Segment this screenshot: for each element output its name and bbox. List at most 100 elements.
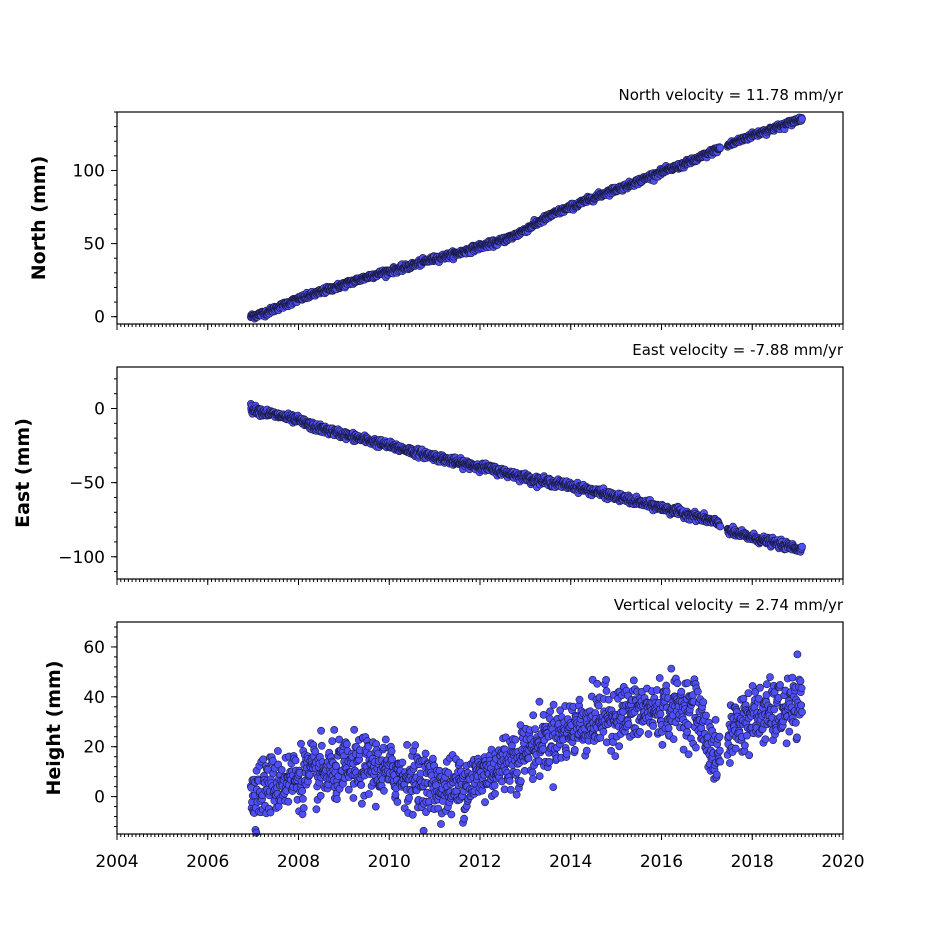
data-point [298, 795, 307, 803]
data-point [524, 754, 533, 763]
x-tick-label: 2020 [821, 852, 864, 872]
data-point [513, 768, 521, 777]
data-point [593, 679, 602, 688]
y-axis-label: Height (mm) [43, 660, 65, 795]
data-point [658, 741, 667, 749]
velocity-title: Vertical velocity = 2.74 mm/yr [614, 596, 844, 614]
data-point [545, 758, 554, 766]
data-point [528, 768, 537, 777]
data-point [756, 683, 764, 692]
data-point [398, 758, 407, 767]
data-point [298, 810, 307, 819]
data-point [549, 700, 558, 709]
data-point [273, 747, 282, 755]
velocity-title: North velocity = 11.78 mm/yr [619, 86, 844, 104]
data-point [332, 795, 341, 803]
x-tick-label: 2016 [640, 852, 683, 872]
velocity-title: East velocity = -7.88 mm/yr [632, 341, 844, 359]
data-point [798, 115, 806, 123]
y-tick-label: 40 [83, 688, 105, 708]
data-point [546, 707, 554, 716]
data-point [644, 730, 653, 738]
data-point [317, 726, 325, 735]
data-point [636, 728, 644, 736]
y-tick-label: 0 [94, 308, 105, 328]
data-point [284, 797, 293, 806]
y-tick-label: 0 [94, 400, 105, 420]
data-point [317, 741, 326, 750]
data-point [298, 787, 307, 795]
data-point [528, 775, 537, 783]
data-point [481, 798, 489, 807]
data-point [656, 710, 665, 718]
data-point [437, 820, 445, 828]
data-point [535, 697, 544, 706]
data-point [791, 718, 800, 727]
data-points [246, 650, 806, 837]
data-point [766, 673, 774, 681]
data-point [615, 742, 624, 751]
data-point [364, 790, 373, 798]
panel-2: 0 −50 −100 East velocity = -7.88 mm/yr East … [12, 341, 844, 585]
data-point [411, 741, 420, 750]
data-point [535, 772, 544, 780]
data-point [549, 783, 558, 791]
data-point [299, 804, 308, 812]
data-point [575, 695, 584, 704]
data-point [797, 701, 806, 710]
data-point [788, 673, 797, 682]
data-point [421, 749, 430, 758]
data-point [562, 750, 571, 758]
data-point [655, 674, 664, 682]
data-point [357, 799, 366, 808]
x-tick-label: 2006 [186, 852, 229, 872]
data-point [761, 735, 770, 744]
data-point [796, 677, 805, 685]
data-points [246, 399, 806, 556]
data-point [387, 747, 396, 756]
x-tick-label: 2004 [95, 852, 138, 872]
data-point [529, 711, 538, 720]
y-tick-label: −100 [58, 548, 105, 568]
y-tick-label: 50 [83, 235, 105, 255]
data-point [570, 746, 579, 754]
data-point [797, 684, 806, 693]
x-tick-label: 2010 [368, 852, 411, 872]
data-point [743, 731, 751, 740]
data-point [782, 739, 791, 748]
data-point [602, 687, 611, 695]
data-point [716, 143, 725, 152]
data-point [305, 770, 314, 779]
data-point [506, 785, 515, 794]
data-point [667, 664, 676, 673]
y-tick-label: 60 [83, 638, 105, 658]
y-axis-label: North (mm) [28, 156, 50, 281]
data-point [297, 739, 305, 748]
data-point [428, 754, 437, 763]
data-point [716, 746, 724, 755]
data-point [330, 726, 339, 734]
data-point [664, 724, 673, 732]
data-point [776, 681, 784, 689]
data-point [512, 790, 521, 799]
data-point [447, 810, 456, 819]
data-point [745, 751, 754, 760]
data-point [403, 741, 411, 749]
data-point [344, 785, 353, 794]
data-point [490, 781, 499, 790]
data-point [699, 698, 708, 706]
data-point [669, 735, 678, 743]
data-point [677, 687, 686, 696]
data-point [741, 741, 749, 750]
y-tick-label: 100 [73, 161, 105, 181]
data-point [342, 740, 351, 749]
data-point [350, 725, 359, 734]
data-point [716, 522, 725, 531]
data-point [511, 735, 520, 744]
data-point [291, 756, 300, 765]
panels: 0 50 100 North velocity = 11.78 mm/yr North … [12, 86, 865, 872]
data-point [419, 826, 428, 835]
data-point [408, 810, 417, 819]
data-point [491, 789, 499, 798]
data-point [649, 722, 657, 730]
